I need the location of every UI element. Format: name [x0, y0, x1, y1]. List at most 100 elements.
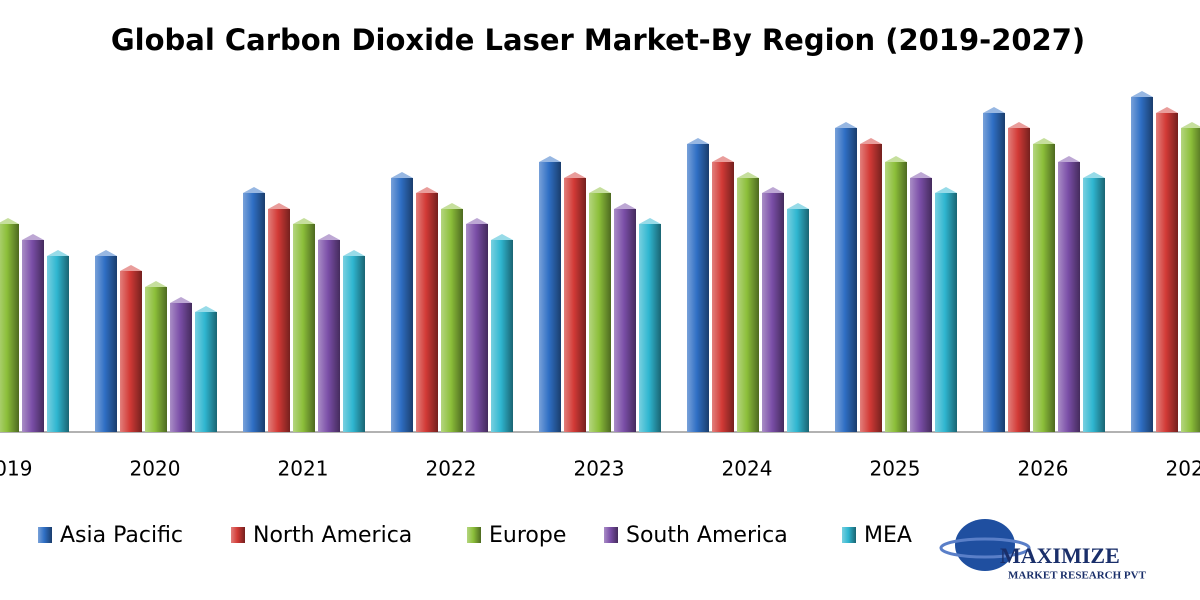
chart-title: Global Carbon Dioxide Laser Market-By Re…: [111, 23, 1085, 57]
bar-cap: [243, 187, 265, 193]
bar: [318, 240, 340, 432]
bar-cap: [0, 218, 19, 224]
x-tick-label: 2027: [1166, 457, 1200, 481]
bar: [343, 256, 365, 432]
bar: [835, 128, 857, 432]
bar: [441, 209, 463, 432]
bar-cap: [441, 203, 463, 209]
logo-name: MAXIMIZE: [1000, 543, 1120, 568]
bar-cap: [47, 250, 69, 256]
legend-swatch: [231, 527, 245, 543]
bar: [22, 240, 44, 432]
bar: [416, 193, 438, 432]
bar-cap: [885, 156, 907, 162]
bar-cap: [391, 172, 413, 178]
bar: [243, 193, 265, 432]
bar-cap: [95, 250, 117, 256]
bar-cap: [539, 156, 561, 162]
legend-swatch: [842, 527, 856, 543]
bar: [910, 178, 932, 432]
bar-cap: [687, 138, 709, 144]
legend-swatch: [604, 527, 618, 543]
bar-cap: [935, 187, 957, 193]
bar-cap: [910, 172, 932, 178]
bar-cap: [564, 172, 586, 178]
x-tick-label: 2022: [426, 457, 477, 481]
bar-cap: [712, 156, 734, 162]
bar-cap: [589, 187, 611, 193]
logo-tagline: MARKET RESEARCH PVT: [1008, 570, 1147, 582]
bar-cap: [1181, 122, 1200, 128]
bar-cap: [195, 306, 217, 312]
bar: [564, 178, 586, 432]
bar-cap: [1156, 107, 1178, 113]
logo: MAXIMIZE MARKET RESEARCH PVT: [939, 519, 1147, 582]
bar: [860, 144, 882, 432]
x-tick-label: 2023: [574, 457, 625, 481]
x-tick-label: 2019: [0, 457, 32, 481]
bar-cap: [318, 234, 340, 240]
bar: [935, 193, 957, 432]
bar-cap: [639, 218, 661, 224]
logo-ring: [939, 537, 1031, 559]
bar: [466, 224, 488, 432]
bar: [491, 240, 513, 432]
bar: [737, 178, 759, 432]
bar-cap: [1083, 172, 1105, 178]
bar: [983, 113, 1005, 432]
bar: [885, 162, 907, 432]
bar: [687, 144, 709, 432]
x-tick-label: 2020: [130, 457, 181, 481]
legend-label: South America: [626, 523, 788, 548]
bar-cap: [1058, 156, 1080, 162]
bar-cap: [737, 172, 759, 178]
bar: [1008, 128, 1030, 432]
bar: [293, 224, 315, 432]
bar-cap: [416, 187, 438, 193]
bar: [170, 303, 192, 432]
bar-cap: [170, 297, 192, 303]
bar-cap: [145, 281, 167, 287]
bar: [1131, 97, 1153, 432]
bar: [539, 162, 561, 432]
bar: [787, 209, 809, 432]
bar-cap: [268, 203, 290, 209]
legend-label: Asia Pacific: [60, 523, 183, 548]
bar: [614, 209, 636, 432]
bar: [120, 271, 142, 432]
legend-label: MEA: [864, 523, 912, 548]
bar: [1058, 162, 1080, 432]
legend-swatch: [467, 527, 481, 543]
bar-cap: [343, 250, 365, 256]
bar: [95, 256, 117, 432]
bar: [1156, 113, 1178, 432]
legend-label: North America: [253, 523, 412, 548]
bar: [391, 178, 413, 432]
bar-cap: [1033, 138, 1055, 144]
x-tick-label: 2021: [278, 457, 329, 481]
bar: [1033, 144, 1055, 432]
bar-cap: [22, 234, 44, 240]
bar-cap: [466, 218, 488, 224]
x-tick-label: 2026: [1018, 457, 1069, 481]
bar-cap: [1008, 122, 1030, 128]
bar: [145, 287, 167, 432]
bar-cap: [1131, 91, 1153, 97]
legend-label: Europe: [489, 523, 566, 548]
bar: [47, 256, 69, 432]
bar: [1181, 128, 1200, 432]
bar-cap: [614, 203, 636, 209]
bar-cap: [762, 187, 784, 193]
bar: [762, 193, 784, 432]
bar: [1083, 178, 1105, 432]
bar: [589, 193, 611, 432]
bar: [0, 224, 19, 432]
bar-cap: [983, 107, 1005, 113]
bar-cap: [491, 234, 513, 240]
bar-cap: [835, 122, 857, 128]
bar-cap: [787, 203, 809, 209]
bar: [639, 224, 661, 432]
x-tick-label: 2025: [870, 457, 921, 481]
bar: [268, 209, 290, 432]
